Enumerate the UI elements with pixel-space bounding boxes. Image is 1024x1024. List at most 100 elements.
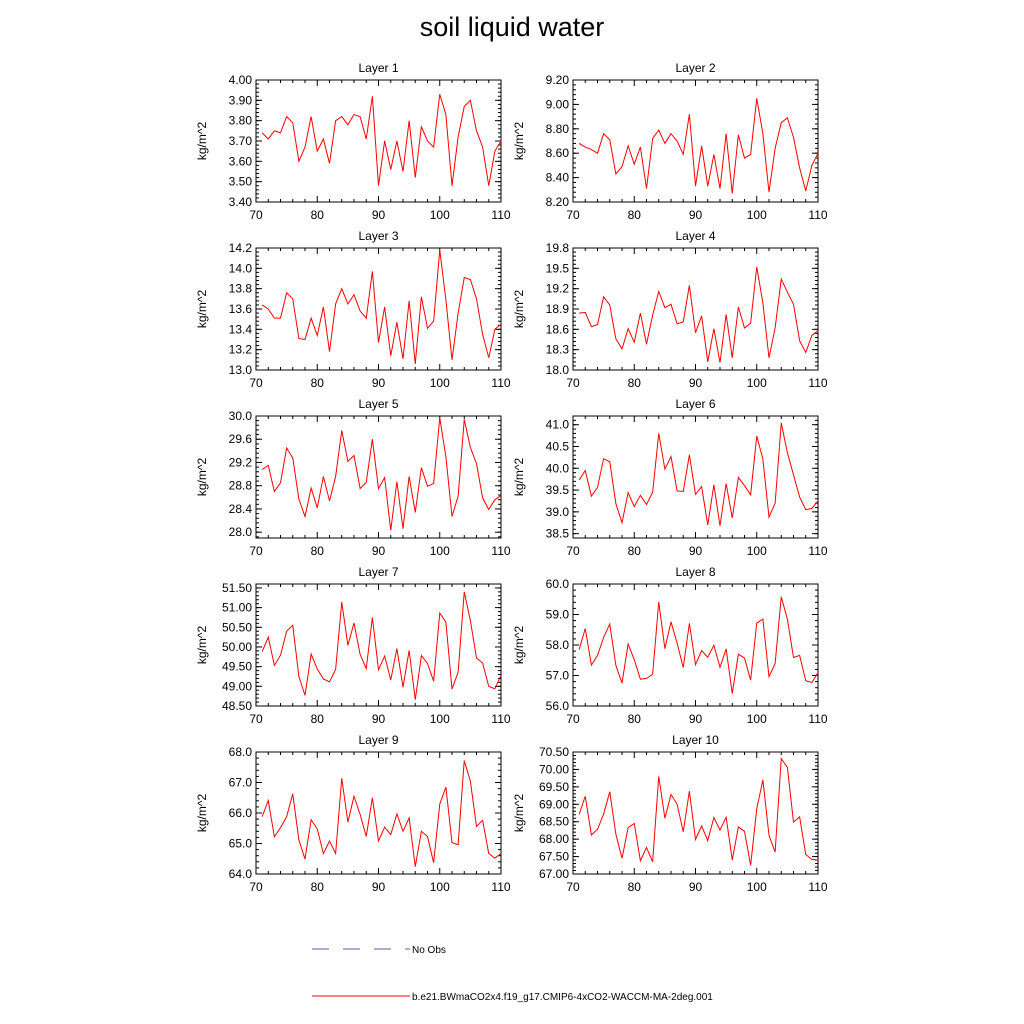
y-tick-label: 9.00: [546, 97, 570, 111]
x-tick-label: 100: [430, 712, 450, 726]
x-tick-label: 80: [628, 544, 642, 558]
series-line: [261, 249, 502, 364]
x-tick-label: 80: [311, 880, 325, 894]
x-tick-label: 110: [491, 376, 510, 390]
x-tick-label: 90: [372, 880, 386, 894]
series-line: [261, 591, 502, 700]
y-tick-label: 8.20: [546, 195, 570, 209]
y-tick-label: 29.6: [229, 432, 253, 446]
x-tick-label: 110: [491, 712, 510, 726]
y-tick-label: 68.00: [539, 832, 569, 846]
y-tick-label: 70.00: [539, 762, 569, 776]
x-tick-label: 110: [808, 712, 827, 726]
x-tick-label: 70: [566, 880, 580, 894]
panel-title: Layer 10: [672, 733, 719, 747]
y-axis-label: kg/m^2: [512, 290, 526, 329]
y-tick-label: 29.2: [229, 455, 253, 469]
x-tick-label: 70: [249, 880, 263, 894]
x-tick-label: 80: [311, 544, 325, 558]
legend: No Obs b.e21.BWmaCO2x4.f19_g17.CMIP6-4xC…: [312, 945, 713, 1003]
plot-frame: [572, 415, 819, 539]
x-tick-label: 70: [566, 544, 580, 558]
x-tick-label: 110: [808, 208, 827, 222]
x-tick-label: 70: [566, 376, 580, 390]
y-tick-label: 19.8: [546, 241, 570, 255]
y-tick-label: 8.40: [546, 171, 570, 185]
y-tick-label: 41.0: [546, 418, 570, 432]
panel-layer-7: Layer 7 kg/m^2 70 80 90 100 110 48.50 49.00 49.50…: [195, 565, 511, 726]
panel-layer-1: Layer 1 kg/m^2 70 80 90 100 110 3.40 3.50 3.60 3.7…: [195, 61, 511, 222]
panel-title: Layer 1: [358, 61, 398, 75]
panel-title: Layer 6: [675, 397, 715, 411]
y-axis-label: kg/m^2: [195, 122, 209, 161]
y-axis-label: kg/m^2: [512, 122, 526, 161]
y-tick-label: 14.2: [229, 241, 253, 255]
y-tick-label: 70.50: [539, 745, 569, 759]
x-tick-label: 100: [430, 208, 450, 222]
y-tick-label: 8.80: [546, 122, 570, 136]
panel-title: Layer 2: [675, 61, 715, 75]
x-tick-label: 70: [249, 208, 263, 222]
x-tick-label: 100: [747, 208, 767, 222]
plot-frame: [572, 583, 819, 707]
x-tick-label: 100: [747, 544, 767, 558]
x-tick-label: 90: [372, 376, 386, 390]
y-tick-label: 48.50: [222, 699, 252, 713]
y-tick-label: 19.2: [546, 282, 570, 296]
y-axis-label: kg/m^2: [512, 626, 526, 665]
x-tick-label: 80: [628, 208, 642, 222]
y-axis-label: kg/m^2: [195, 290, 209, 329]
x-tick-label: 90: [689, 208, 703, 222]
x-tick-label: 110: [808, 376, 827, 390]
y-tick-label: 51.00: [222, 601, 252, 615]
y-tick-label: 57.0: [546, 669, 570, 683]
legend-model-label: b.e21.BWmaCO2x4.f19_g17.CMIP6-4xCO2-WACC…: [412, 992, 713, 1003]
panel-layer-6: Layer 6 kg/m^2 70 80 90 100 110 38.5 39.0 39.5 40.…: [512, 397, 828, 558]
y-tick-label: 67.0: [229, 776, 253, 790]
y-tick-label: 50.50: [222, 620, 252, 634]
y-tick-label: 66.0: [229, 806, 253, 820]
x-tick-label: 70: [249, 712, 263, 726]
x-tick-label: 70: [566, 712, 580, 726]
y-tick-label: 13.8: [229, 282, 253, 296]
x-tick-label: 90: [372, 544, 386, 558]
series-line: [578, 596, 819, 694]
x-tick-label: 90: [372, 712, 386, 726]
y-tick-label: 30.0: [229, 409, 253, 423]
series-line: [578, 757, 819, 866]
x-tick-label: 100: [747, 712, 767, 726]
y-tick-label: 38.5: [546, 527, 570, 541]
x-tick-label: 100: [430, 376, 450, 390]
y-tick-label: 68.0: [229, 745, 253, 759]
y-tick-label: 67.50: [539, 850, 569, 864]
x-tick-label: 80: [628, 712, 642, 726]
panel-title: Layer 4: [675, 229, 715, 243]
series-line: [579, 266, 819, 363]
plot-frame: [255, 415, 502, 539]
plot-frame: [255, 751, 502, 875]
x-tick-label: 100: [747, 376, 767, 390]
y-tick-label: 9.20: [546, 73, 570, 87]
x-tick-label: 100: [430, 544, 450, 558]
series-line: [261, 417, 502, 531]
y-tick-label: 13.2: [229, 343, 253, 357]
y-tick-label: 28.0: [229, 525, 253, 539]
panel-title: Layer 5: [358, 397, 398, 411]
x-tick-label: 80: [311, 712, 325, 726]
x-tick-label: 90: [689, 880, 703, 894]
series-line: [261, 760, 502, 867]
x-tick-label: 70: [249, 376, 263, 390]
x-tick-label: 110: [491, 880, 510, 894]
panel-title: Layer 3: [358, 229, 398, 243]
y-tick-label: 18.0: [546, 363, 570, 377]
panel-layer-4: Layer 4 kg/m^2 70 80 90 100 110 18.0 18.3 18.6 18.…: [512, 229, 828, 390]
panel-layer-9: Layer 9 kg/m^2 70 80 90 100 110 64.0 65.0 66.0 67.…: [195, 733, 511, 894]
y-tick-label: 18.3: [546, 343, 570, 357]
panel-layer-5: Layer 5 kg/m^2 70 80 90 100 110 28.0 28.4 28.8 29.…: [195, 397, 511, 558]
y-axis-label: kg/m^2: [512, 458, 526, 497]
series-line: [261, 94, 502, 186]
y-axis-label: kg/m^2: [512, 794, 526, 833]
y-tick-label: 51.50: [222, 581, 252, 595]
x-tick-label: 110: [491, 208, 510, 222]
